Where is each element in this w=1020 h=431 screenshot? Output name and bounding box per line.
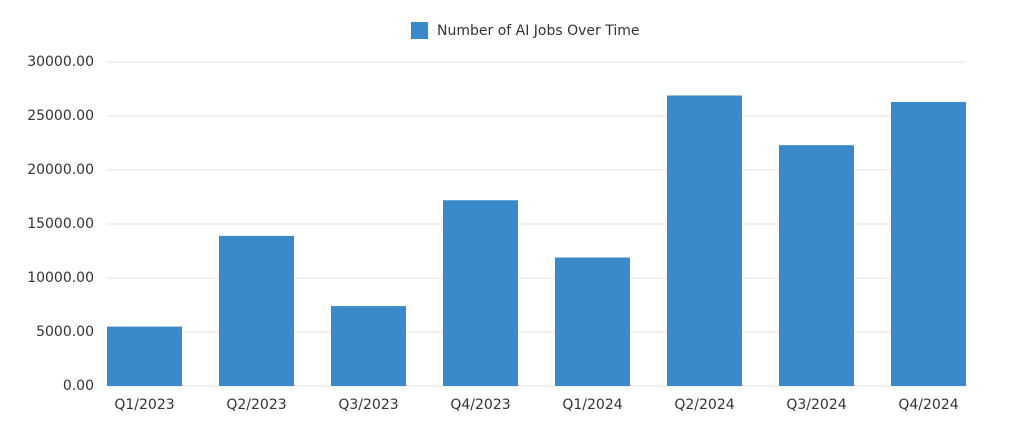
x-tick-label: Q4/2024 [898, 397, 958, 413]
x-tick-label: Q1/2023 [114, 397, 174, 413]
x-tick-label: Q2/2024 [674, 397, 734, 413]
bar [667, 95, 742, 386]
bar [107, 326, 182, 386]
x-tick-label: Q3/2023 [338, 397, 398, 413]
x-tick-label: Q3/2024 [786, 397, 846, 413]
y-tick-label: 10000.00 [27, 270, 94, 286]
bar [555, 257, 630, 386]
y-tick-label: 15000.00 [27, 216, 94, 232]
x-tick-label: Q1/2024 [562, 397, 622, 413]
y-tick-label: 30000.00 [27, 54, 94, 70]
y-tick-label: 20000.00 [27, 162, 94, 178]
legend-label: Number of AI Jobs Over Time [437, 23, 640, 39]
bar [891, 101, 966, 387]
bar [443, 200, 518, 386]
bar [331, 306, 406, 386]
x-tick-label: Q2/2023 [226, 397, 286, 413]
bar [779, 145, 854, 386]
legend-swatch [411, 22, 428, 39]
y-tick-label: 0.00 [63, 378, 94, 394]
y-tick-label: 25000.00 [27, 108, 94, 124]
bar [219, 235, 294, 386]
x-tick-label: Q4/2023 [450, 397, 510, 413]
y-tick-label: 5000.00 [36, 324, 94, 340]
